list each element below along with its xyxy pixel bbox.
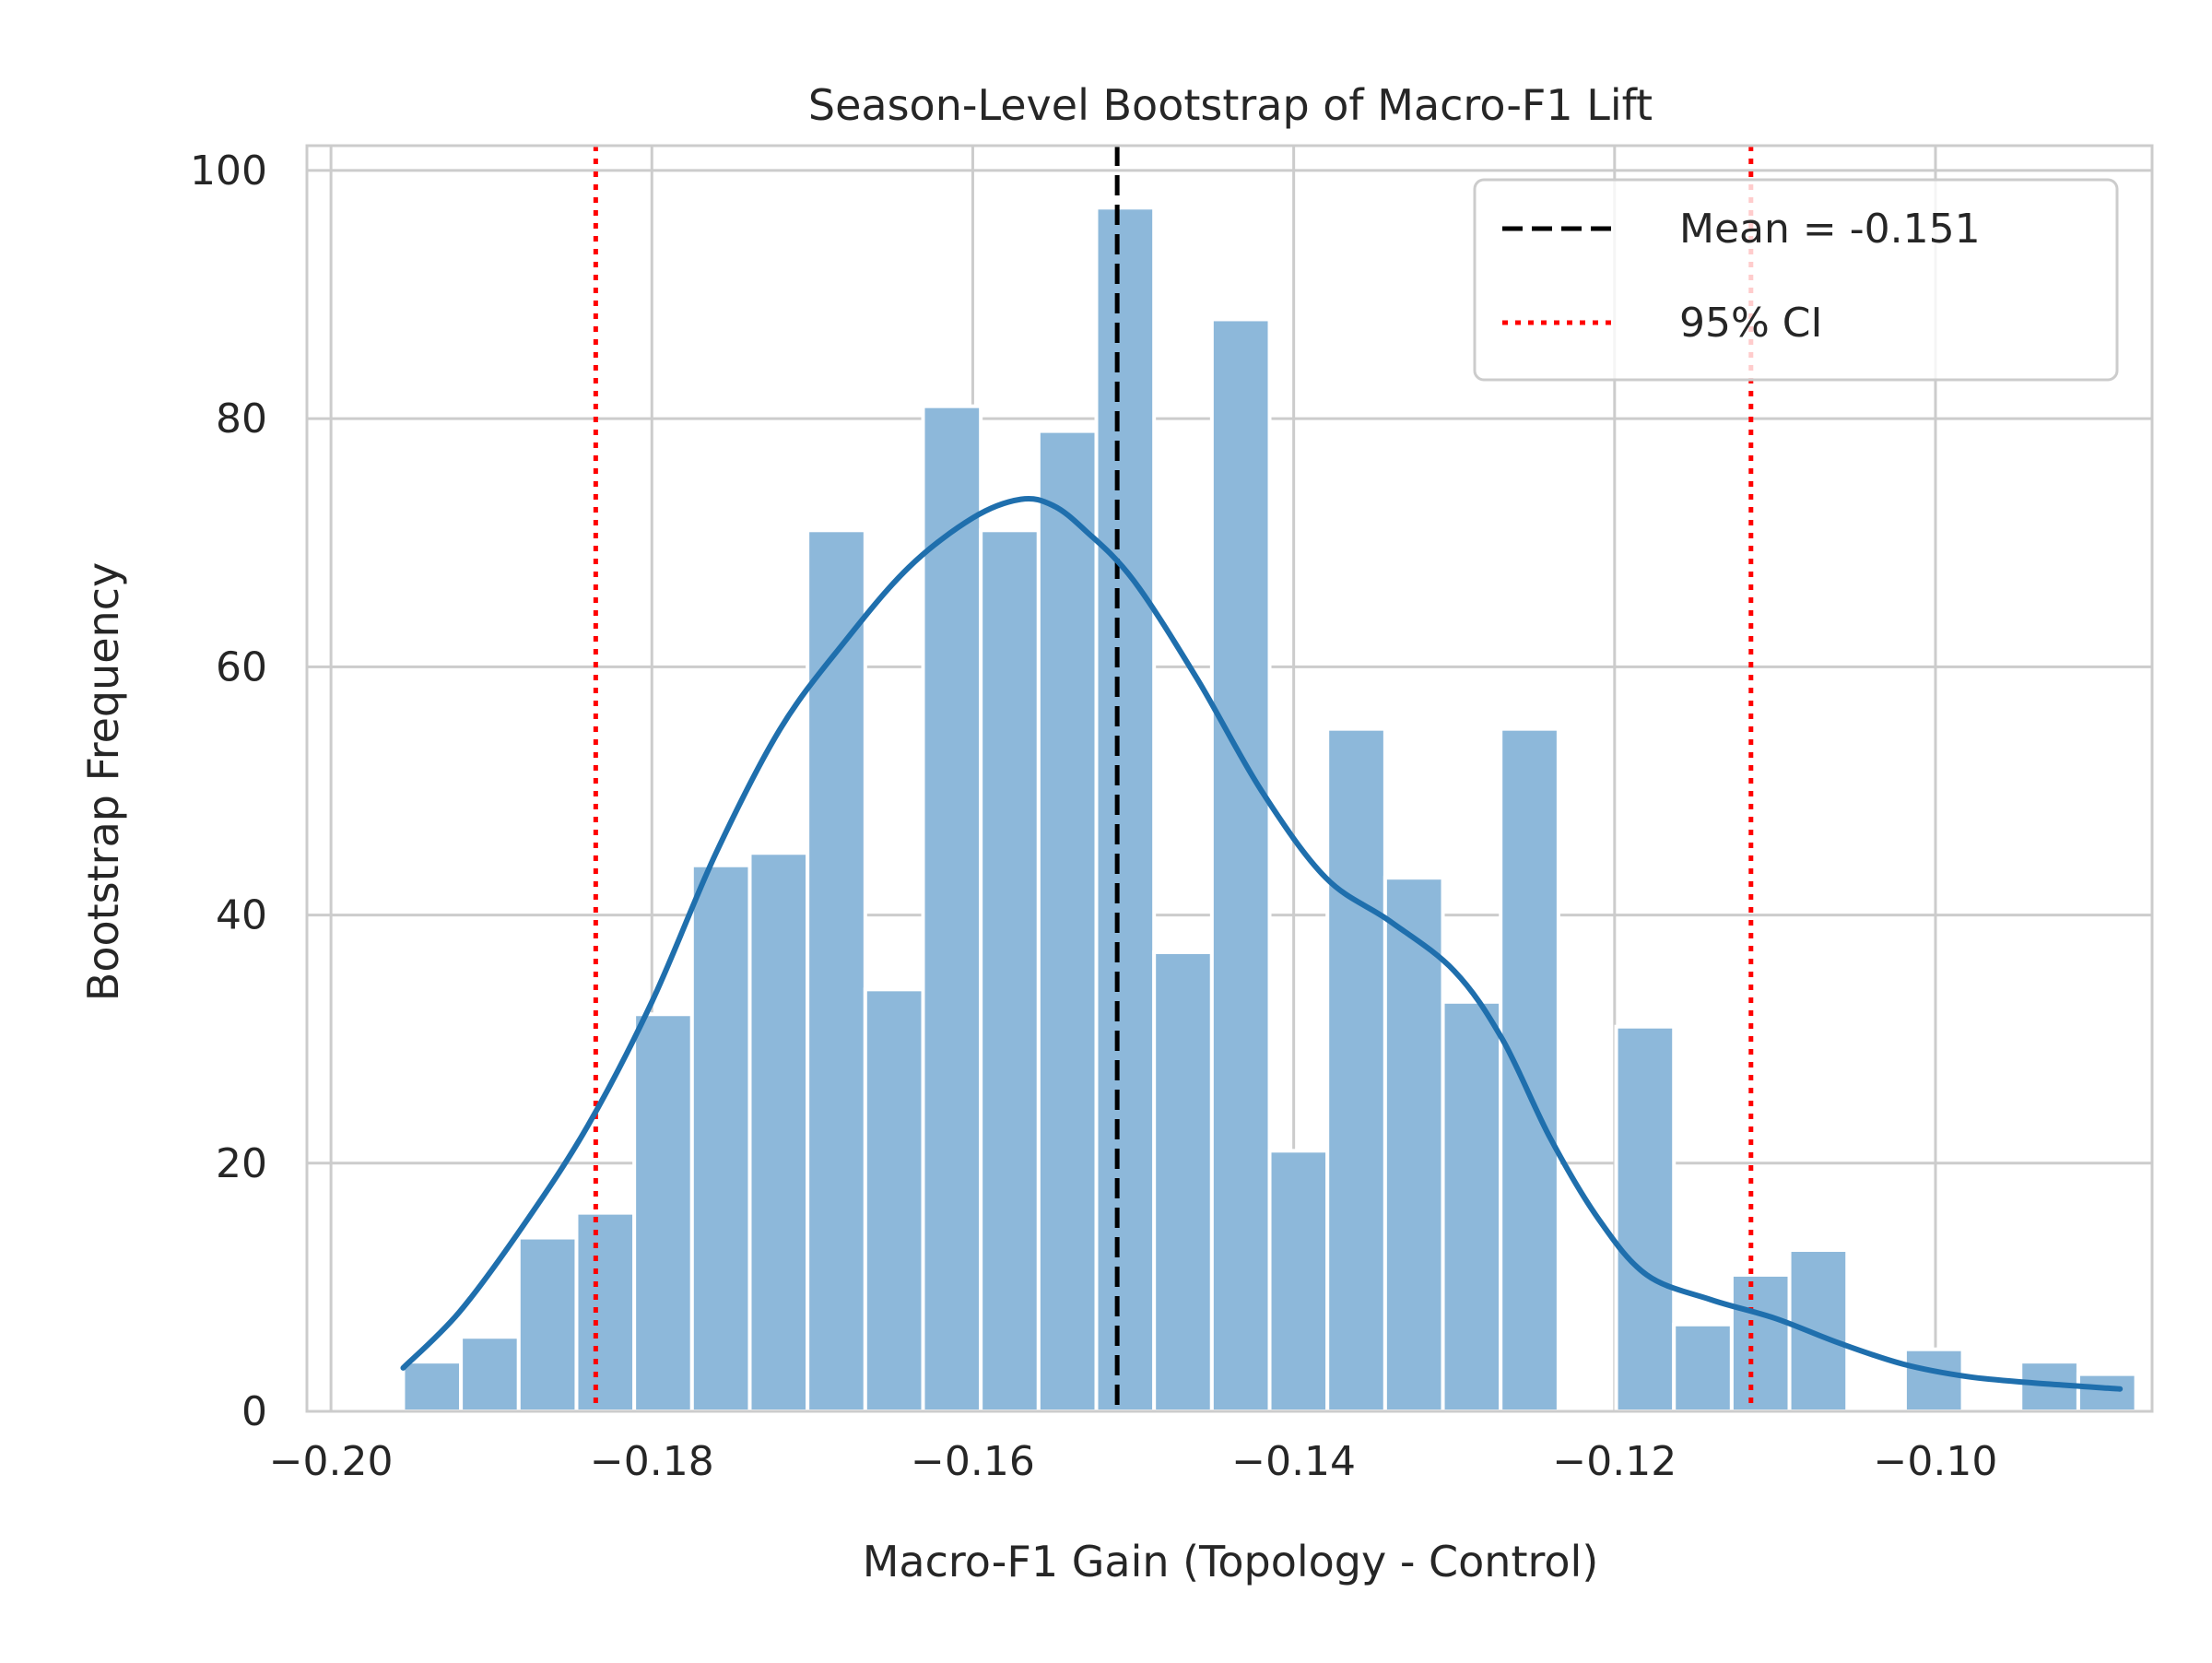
histogram-bar [1152,949,1214,1413]
y-tick-label: 0 [241,1388,267,1435]
legend-mean-label: Mean = -0.151 [1679,206,1981,253]
legend-ci-label: 95% CI [1679,300,1822,347]
histogram-bar [1325,726,1387,1413]
histogram-bar [1902,1347,1965,1413]
histogram-bars [401,206,2138,1414]
y-tick-label: 20 [216,1140,267,1187]
histogram-bar [632,1012,694,1413]
x-tick-label: −0.18 [590,1438,714,1485]
histogram-bar [1787,1248,1850,1413]
histogram-bar [921,404,983,1413]
kde-curve-group [400,495,2124,1392]
histogram-bar [979,528,1041,1413]
histogram-bar [401,1360,464,1413]
histogram-bar [1382,876,1445,1413]
histogram-bar [1209,317,1272,1414]
legend: Mean = -0.151 95% CI [1473,178,2119,382]
histogram-bar [1267,1149,1330,1413]
tick-labels: −0.20 −0.18 −0.16 −0.14 −0.12 −0.10 0 20 40 60 80 1… [190,147,1997,1485]
histogram-bar [459,1335,521,1414]
histogram-bar [1036,429,1099,1414]
histogram-bar [1729,1272,1792,1414]
x-tick-label: −0.12 [1552,1438,1677,1485]
histogram-bar [863,987,925,1414]
x-tick-label: −0.16 [911,1438,1035,1485]
histogram-bar [574,1210,637,1413]
x-axis-label: Macro-F1 Gain (Topology - Control) [863,1537,1599,1586]
x-tick-label: −0.20 [269,1438,394,1485]
histogram-bar [1614,1024,1677,1413]
y-tick-label: 60 [216,643,267,690]
y-tick-label: 40 [216,892,267,939]
histogram-bar [1672,1322,1734,1414]
x-tick-label: −0.10 [1874,1438,1998,1485]
histogram-bar [1499,726,1560,1413]
y-axis-label: Bootstrap Frequency [78,562,128,1001]
histogram-bar [1094,206,1157,1413]
kde-curve [400,495,2124,1392]
histogram-bar [516,1235,579,1414]
x-tick-label: −0.14 [1231,1438,1356,1485]
histogram-bar [1441,999,1503,1413]
y-tick-label: 100 [190,147,267,195]
legend-box [1473,178,2119,382]
y-tick-label: 80 [216,395,267,442]
histogram-bar [2076,1372,2138,1414]
histogram-bar [747,851,810,1413]
histogram-bar [806,528,867,1413]
chart-title: Season-Level Bootstrap of Macro-F1 Lift [808,80,1653,130]
plot-frame [305,144,2154,1413]
histogram-bar [689,863,752,1413]
